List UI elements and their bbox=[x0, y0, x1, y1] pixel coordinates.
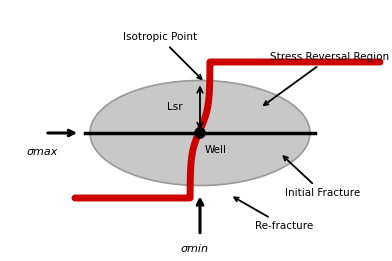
Text: σmin: σmin bbox=[181, 244, 209, 253]
Text: Lsr: Lsr bbox=[167, 102, 183, 112]
Text: Well: Well bbox=[205, 145, 227, 155]
Ellipse shape bbox=[90, 80, 310, 186]
Text: Stress Reversal Region: Stress Reversal Region bbox=[264, 52, 389, 105]
Text: Initial Fracture: Initial Fracture bbox=[283, 156, 360, 198]
Text: Re-fracture: Re-fracture bbox=[234, 197, 313, 231]
Text: Isotropic Point: Isotropic Point bbox=[123, 33, 201, 79]
Text: σmax: σmax bbox=[26, 147, 58, 157]
Circle shape bbox=[195, 128, 205, 138]
